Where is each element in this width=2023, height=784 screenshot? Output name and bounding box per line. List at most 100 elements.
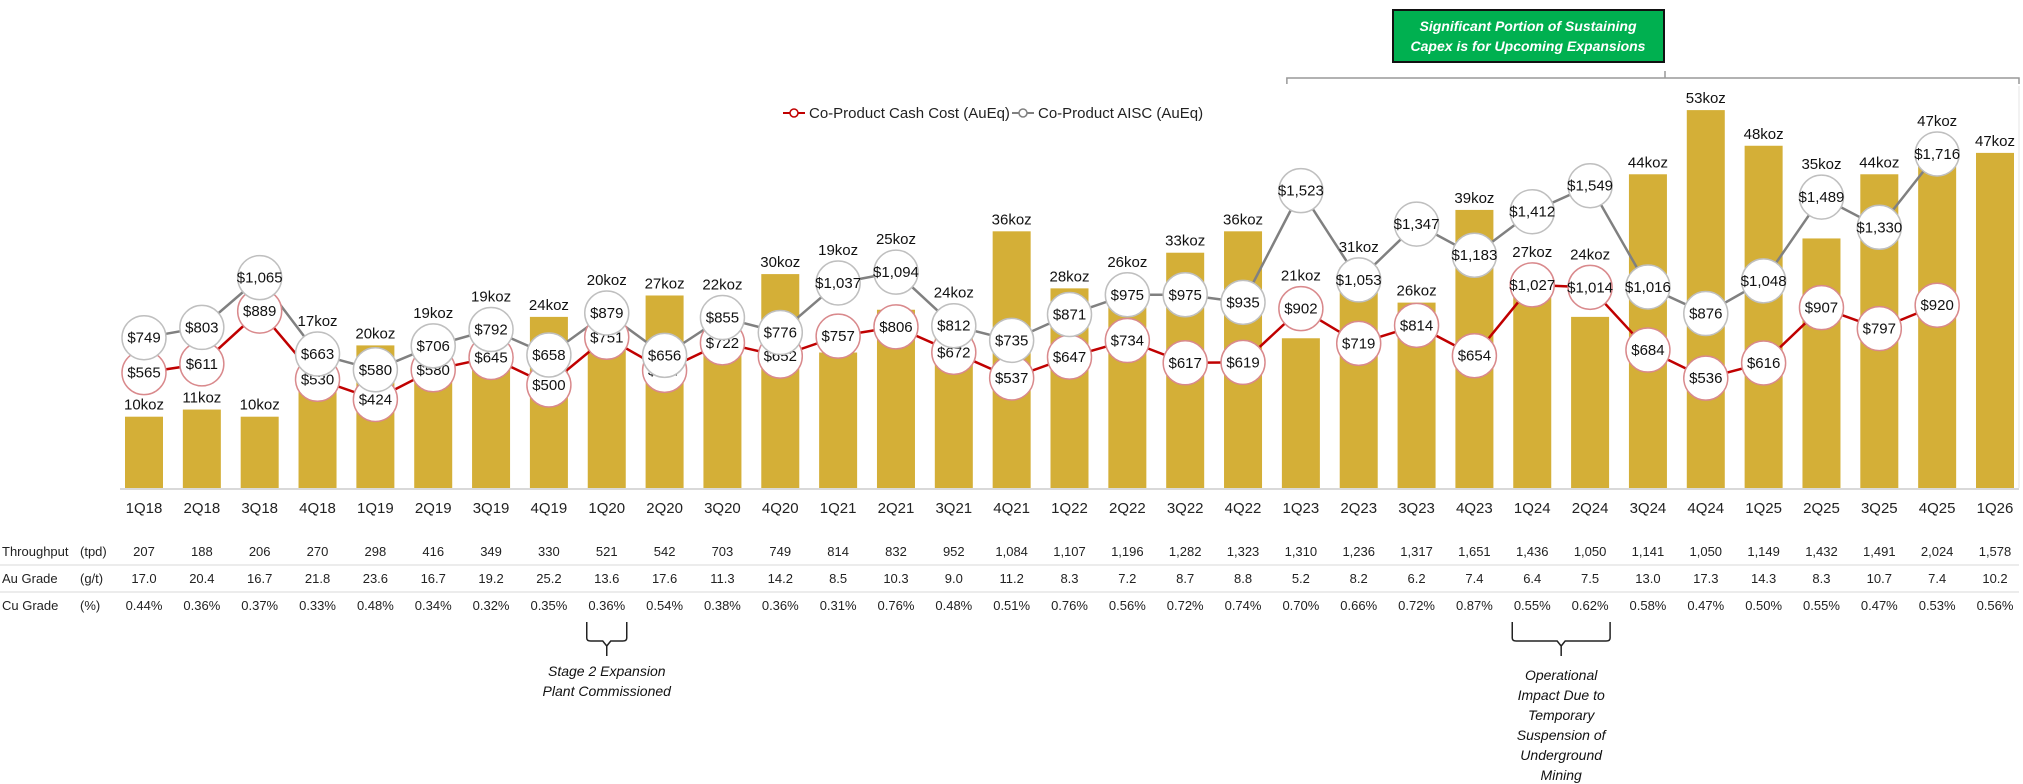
table-cell: 19.2 <box>478 571 503 586</box>
data-label: $907 <box>1805 300 1838 317</box>
data-marker <box>1162 272 1208 318</box>
data-label: $537 <box>995 370 1028 387</box>
aisc-point-3Q21: $812 <box>931 302 977 349</box>
bar-1Q21 <box>819 352 858 488</box>
data-marker <box>1798 284 1845 331</box>
table-cell: 1,317 <box>1400 544 1433 559</box>
bar-value-label: 30koz <box>760 254 800 271</box>
legend-marker <box>789 108 799 118</box>
data-label: $617 <box>1169 355 1202 372</box>
table-cell: 1,323 <box>1227 544 1260 559</box>
legend-marker <box>1018 108 1028 118</box>
bar-value-label: 11koz <box>182 390 221 407</box>
bar-value-label: 36koz <box>1223 211 1263 228</box>
aisc-point-4Q24: $876 <box>1683 290 1729 337</box>
bar-value-label: 53koz <box>1686 90 1726 107</box>
x-tick-label: 4Q19 <box>531 500 568 517</box>
aisc-point-2Q24: $1,549 <box>1567 162 1613 209</box>
cash-cost-point-1Q21: $757 <box>815 313 861 359</box>
table-cell: 5.2 <box>1292 571 1310 586</box>
cash-cost-point-4Q24: $536 <box>1683 355 1729 401</box>
data-label: $656 <box>648 347 681 364</box>
aisc-point-2Q18: $803 <box>179 304 225 351</box>
data-label: $619 <box>1226 354 1259 371</box>
data-label: $889 <box>243 303 276 320</box>
data-label: $530 <box>301 371 334 388</box>
bar-2Q25 <box>1802 238 1841 488</box>
x-tick-label: 4Q18 <box>299 500 336 517</box>
data-marker <box>1683 290 1729 337</box>
bar-value-label: 10koz <box>124 397 164 414</box>
data-marker <box>352 347 399 393</box>
x-tick-label: 3Q19 <box>473 500 510 517</box>
data-label: $580 <box>359 362 392 379</box>
data-marker <box>1567 162 1613 209</box>
table-row-au-grade: Au Grade (g/t) 17.0 20.4 16.7 21.8 23.6 16.7 19.… <box>0 571 2019 593</box>
data-label: $654 <box>1458 348 1491 365</box>
table-cell: 0.33% <box>299 598 336 613</box>
bar-value-label: 28koz <box>1049 268 1089 285</box>
table-cell: 0.50% <box>1745 598 1782 613</box>
annotation-mining-suspension: Operational Impact Due to Temporary Suspens… <box>1511 622 1611 783</box>
table-cell: 10.3 <box>883 571 908 586</box>
table-cell: 0.44% <box>126 598 163 613</box>
table-cell: 17.6 <box>652 571 677 586</box>
table-cell: 0.58% <box>1630 598 1667 613</box>
data-marker <box>1046 291 1093 338</box>
table-cell: 16.7 <box>421 571 446 586</box>
bracket <box>586 622 628 656</box>
table-cell: 521 <box>596 544 618 559</box>
cash-cost-point-1Q18: $565 <box>121 349 167 396</box>
table-cell: 0.36% <box>183 598 220 613</box>
data-marker <box>1914 131 1960 177</box>
table-cell: 1,310 <box>1285 544 1318 559</box>
x-tick-label: 4Q25 <box>1919 500 1956 517</box>
aisc-point-3Q22: $975 <box>1162 272 1208 318</box>
bar-value-label: 36koz <box>992 211 1032 228</box>
bar-value-label: 48koz <box>1744 126 1784 143</box>
data-label: $536 <box>1689 370 1722 387</box>
bar-4Q20 <box>761 274 800 488</box>
data-marker <box>1567 264 1613 311</box>
cash-cost-point-1Q22: $647 <box>1046 334 1093 380</box>
aisc-point-4Q21: $735 <box>988 317 1035 364</box>
table-cell: 21.8 <box>305 571 330 586</box>
cash-cost-point-4Q23: $654 <box>1451 332 1498 379</box>
callout-box <box>1392 9 1665 63</box>
table-cell: 0.36% <box>762 598 799 613</box>
cash-cost-point-3Q25: $797 <box>1856 305 1903 352</box>
annotation-text: Underground <box>1520 747 1603 763</box>
row-label: Throughput <box>2 544 69 559</box>
data-label: $706 <box>417 338 450 355</box>
row-label: Au Grade <box>2 571 58 586</box>
x-tick-label: 4Q23 <box>1456 500 1493 517</box>
table-cell: 1,141 <box>1632 544 1665 559</box>
bracket <box>1511 622 1611 656</box>
cash-cost-point-1Q24: $1,027 <box>1509 262 1555 308</box>
data-label: $920 <box>1920 297 1953 314</box>
bar-value-label: 26koz <box>1397 283 1437 300</box>
table-cell: 0.56% <box>1977 598 2014 613</box>
x-tick-label: 1Q25 <box>1745 500 1782 517</box>
data-label: $876 <box>1689 306 1722 323</box>
data-marker <box>1278 167 1324 214</box>
table-cell: 8.5 <box>829 571 847 586</box>
cash-cost-point-3Q18: $889 <box>236 288 283 334</box>
table-cell: 1,491 <box>1863 544 1896 559</box>
bar-value-label: 20koz <box>587 272 627 289</box>
data-marker <box>1798 174 1845 220</box>
table-cell: 0.72% <box>1167 598 1204 613</box>
table-cell: 7.5 <box>1581 571 1599 586</box>
aisc-point-2Q20: $656 <box>641 332 688 379</box>
data-label: $424 <box>359 391 392 408</box>
data-marker <box>1914 282 1960 328</box>
table-cell: 1,651 <box>1458 544 1491 559</box>
cash-cost-point-2Q21: $806 <box>873 304 919 350</box>
table-cell: 11.3 <box>710 571 734 586</box>
table-cell: 0.48% <box>357 598 394 613</box>
data-label: $611 <box>186 356 218 373</box>
data-label: $1,489 <box>1799 189 1845 206</box>
data-label: $814 <box>1400 317 1433 334</box>
table-cell: 1,084 <box>995 544 1028 559</box>
bar-value-label: 39koz <box>1454 190 1494 207</box>
